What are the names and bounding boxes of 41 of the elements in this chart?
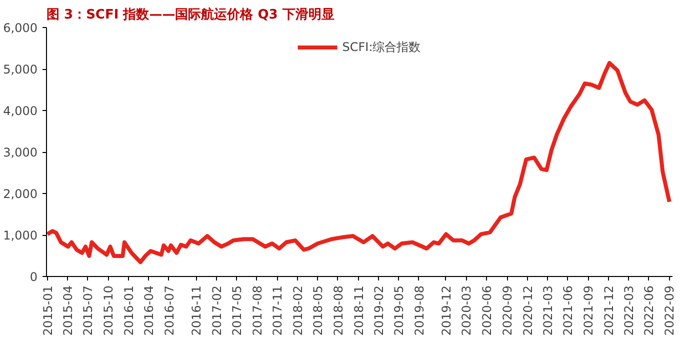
- x-tick-label: 2017-11: [270, 286, 285, 336]
- x-tick-label: 2022-09: [662, 286, 677, 336]
- y-tick-label: 0: [30, 270, 38, 284]
- x-tick-label: 2015-07: [81, 286, 96, 336]
- x-tick-label: 2021-03: [540, 286, 555, 336]
- y-tick-label: 4,000: [3, 104, 38, 118]
- y-tick-label: 3,000: [3, 146, 38, 160]
- legend-label: SCFI:综合指数: [342, 38, 421, 56]
- x-tick-label: 2015-10: [102, 286, 116, 336]
- x-tick-label: 2019-08: [412, 286, 426, 336]
- x-tick-label: 2022-06: [642, 286, 656, 336]
- x-tick-label: 2018-05: [310, 286, 325, 336]
- x-tick-label: 2020-12: [520, 286, 535, 336]
- x-tick-label: 2018-08: [331, 286, 346, 336]
- x-tick-label: 2016-04: [142, 286, 156, 336]
- x-tick-label: 2018-02: [291, 286, 306, 336]
- x-tick-label: 2017-02: [210, 286, 224, 336]
- x-tick-label: 2020-03: [460, 286, 474, 336]
- x-tick-label: 2016-07: [162, 286, 176, 336]
- x-tick-label: 2019-02: [372, 286, 386, 336]
- x-tick-label: 2019-05: [392, 286, 406, 336]
- x-tick-label: 2020-06: [480, 286, 494, 336]
- x-tick-label: 2015-01: [40, 286, 55, 336]
- y-tick-label: 5,000: [3, 62, 38, 76]
- line-series: [46, 60, 672, 264]
- y-tick-label: 2,000: [3, 187, 38, 201]
- chart-title: 图 3：SCFI 指数——国际航运价格 Q3 下滑明显: [46, 6, 334, 22]
- y-tick-label: 6,000: [3, 21, 38, 35]
- x-tick-label: 2022-03: [622, 286, 636, 336]
- x-tick-label: 2016-11: [190, 286, 204, 336]
- x-tick-label: 2019-12: [439, 286, 454, 336]
- y-tick-label: 1,000: [3, 228, 38, 242]
- x-tick-label: 2017-08: [250, 286, 264, 336]
- x-tick-label: 2015-04: [60, 286, 75, 336]
- x-tick-label: 2021-09: [582, 286, 596, 336]
- x-tick-label: 2021-12: [602, 286, 616, 336]
- x-tick-label: 2020-09: [500, 286, 515, 336]
- x-tick-label: 2018-11: [352, 286, 366, 336]
- x-tick-label: 2017-05: [230, 286, 244, 336]
- x-tick-label: 2016-01: [122, 286, 136, 336]
- x-tick-label: 2021-06: [561, 286, 576, 336]
